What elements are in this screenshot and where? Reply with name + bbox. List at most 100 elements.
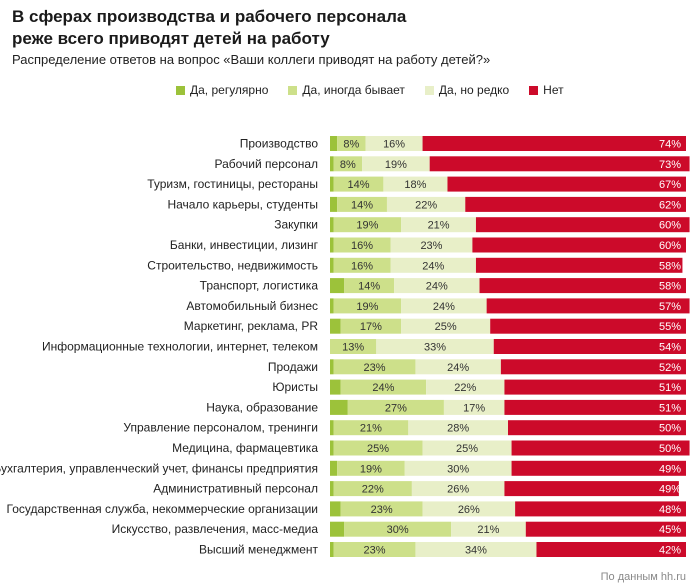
bar-segment-sometimes [333,217,402,233]
value-label-no: 73% [659,159,681,171]
bar-segment-regularly [330,399,348,415]
bar-segment-sometimes [333,481,412,497]
bar-segment-sometimes [337,196,387,212]
bar-segment-sometimes [333,237,391,253]
value-label-rarely: 24% [447,362,469,374]
bar-segment-sometimes [340,318,402,334]
bar-segment-rarely [415,359,501,375]
value-label-rarely: 17% [463,402,485,414]
category-label: Медицина, фармацевтика [172,441,318,455]
value-label-rarely: 34% [465,545,487,557]
value-label-no: 54% [659,342,681,354]
bar-segment-rarely [443,399,505,415]
bar-segment-regularly [330,359,334,375]
value-label-sometimes: 21% [360,423,382,435]
value-label-no: 58% [659,281,681,293]
value-label-no: 74% [659,139,681,151]
bar-segment-regularly [330,298,334,314]
bar-segment-regularly [330,440,334,456]
value-label-rarely: 21% [477,524,499,536]
bar-segment-regularly [330,278,345,294]
legend-label-rarely: Да, но редко [438,83,510,97]
bar-segment-sometimes [333,542,416,557]
bar-segment-no [511,440,690,456]
category-label: Банки, инвестиции, лизинг [170,238,319,252]
bar-segment-regularly [330,156,334,172]
legend-swatch-no [529,85,539,95]
category-label: Автомобильный бизнес [186,299,318,313]
category-label: Высший менеджмент [199,543,319,557]
category-label: Бухгалтерия, управленческий учет, финанс… [0,461,318,475]
category-label: Начало карьеры, студенты [167,197,318,211]
bar-segment-no [508,420,686,436]
bar-segment-no [490,318,686,334]
bar-segment-regularly [330,379,341,395]
legend-label-no: Нет [543,83,564,97]
bar-segment-rarely [408,420,508,436]
category-label: Закупки [274,218,318,232]
category-label: Продажи [268,360,318,374]
bar-segment-no [536,542,686,557]
category-label: Наука, образование [206,400,318,414]
bar-segment-no [472,237,686,253]
chart-title: В сферах производства и рабочего персона… [12,6,406,50]
value-label-no: 50% [659,423,681,435]
category-label: Государственная служба, некоммерческие о… [7,502,318,516]
bar-segment-no [475,257,683,273]
bar-segment-no [465,196,686,212]
value-label-rarely: 24% [433,301,455,313]
legend-item-sometimes: Да, иногда бывает [288,83,405,97]
bar-segment-sometimes [333,298,402,314]
bar-segment-sometimes [333,176,384,192]
value-label-sometimes: 14% [347,179,369,191]
legend-item-no: Нет [529,83,564,97]
value-label-no: 55% [659,321,681,333]
bar-segment-no [525,521,686,537]
bar-segment-sometimes [340,379,427,395]
bar-segment-rarely [401,217,476,233]
bar-segment-rarely [394,278,480,294]
bar-segment-sometimes [344,278,395,294]
legend-swatch-rarely [424,85,434,95]
value-label-rarely: 26% [447,484,469,496]
value-label-sometimes: 14% [351,199,373,211]
bar-segment-rarely [411,481,505,497]
legend-item-rarely: Да, но редко [424,83,510,97]
bar-segment-no [493,339,686,354]
bar-segment-rarely [422,501,516,517]
value-label-rarely: 28% [447,423,469,435]
value-label-rarely: 18% [404,179,426,191]
value-label-no: 60% [659,220,681,232]
category-label: Транспорт, логистика [200,279,319,293]
bar-segment-rarely [422,440,512,456]
value-label-rarely: 22% [454,382,476,394]
bar-segment-no [511,460,686,476]
value-label-sometimes: 19% [360,463,382,475]
bar-segment-rarely [362,156,430,172]
value-label-sometimes: 13% [342,342,364,354]
value-label-no: 45% [659,524,681,536]
value-label-rarely: 23% [420,240,442,252]
bar-segment-rarely [426,379,505,395]
bar-segment-no [504,399,686,415]
source-note: По данным hh.ru [600,571,686,583]
value-label-no: 49% [659,484,681,496]
category-label: Маркетинг, реклама, PR [184,319,319,333]
value-label-sometimes: 8% [343,139,359,151]
value-label-no: 49% [659,463,681,475]
bar-segment-regularly [330,237,334,253]
legend-label-regularly: Да, регулярно [190,83,269,97]
value-label-no: 42% [659,545,681,557]
value-label-rarely: 26% [458,504,480,516]
bar-segment-regularly [330,196,338,212]
chart-legend: Да, регулярно Да, иногда бывает Да, но р… [176,83,584,97]
bar-segment-no [447,176,686,192]
legend-item-regularly: Да, регулярно [176,83,268,97]
value-label-sometimes: 27% [385,402,407,414]
bar-segment-sometimes [337,460,405,476]
bar-segment-no [515,501,686,517]
value-label-no: 48% [659,504,681,516]
value-label-sometimes: 25% [367,443,389,455]
value-label-no: 62% [659,199,681,211]
bar-segment-sometimes [333,257,391,273]
